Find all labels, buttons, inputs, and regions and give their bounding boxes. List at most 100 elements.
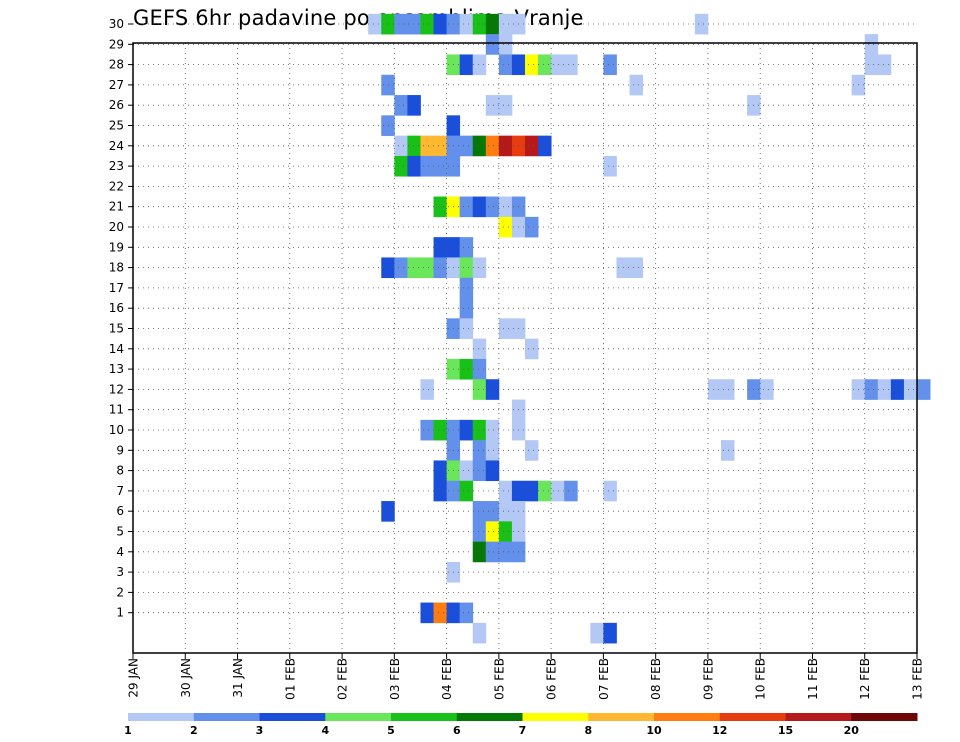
y-tick-label: 20 [109,220,124,234]
x-tick-label: 31 JAN [231,658,245,698]
heatmap-cell [538,135,552,157]
heatmap-cell [459,419,474,441]
colorbar-label: 7 [519,724,527,737]
heatmap-cell [472,54,487,76]
heatmap-cell [603,54,617,76]
heatmap-cell [485,419,500,441]
heatmap-cell [459,358,474,380]
heatmap-cell [407,257,421,279]
colorbar-swatch [851,713,918,721]
heatmap-cell [498,480,513,502]
heatmap-cell [721,440,735,461]
y-tick-label: 16 [109,301,124,315]
colorbar-label: 8 [584,724,592,737]
heatmap-cell [459,298,474,319]
y-tick-label: 7 [116,484,124,498]
colorbar-swatch [325,713,392,721]
colorbar-swatch [456,713,523,721]
heatmap-cell [394,13,408,35]
heatmap-cell [368,13,382,35]
heatmap-cell [629,74,643,96]
y-tick-label: 1 [116,606,124,620]
colorbar-label: 6 [453,724,461,737]
heatmap-cell [864,54,879,76]
heatmap-cell [498,541,513,563]
heatmap-cell [485,13,500,35]
y-tick-label: 26 [109,98,124,112]
heatmap-cell [485,541,500,563]
colorbar-swatch [654,713,721,721]
heatmap-cell [551,480,565,502]
x-tick-label: 09 FEB [701,658,715,700]
y-tick-label: 3 [116,565,124,579]
colorbar-label: 2 [190,724,198,737]
x-tick-label: 04 FEB [440,658,454,700]
heatmap-cell [433,155,447,177]
heatmap-cell [472,501,487,522]
heatmap-cell [603,622,617,644]
y-tick-label: 24 [109,139,124,153]
heatmap-cell [760,379,774,400]
heatmap-cell [433,460,447,482]
heatmap-cell [394,95,408,116]
heatmap-cell [903,379,918,400]
x-tick-label: 07 FEB [597,658,611,700]
heatmap-cell [525,338,539,360]
colorbar-label: 15 [778,724,793,737]
heatmap-cell [472,460,487,482]
heatmap-cell [485,501,500,522]
heatmap-cell [525,440,539,461]
heatmap-cell [498,501,513,522]
colorbar-label: 5 [387,724,395,737]
y-tick-label: 17 [109,281,124,295]
y-tick-label: 30 [109,17,124,31]
heatmap-cell [407,95,421,116]
heatmap-cell [472,419,487,441]
y-tick-label: 6 [116,504,124,518]
heatmap-cell [420,257,434,279]
heatmap-cell [459,318,474,339]
y-tick-label: 22 [109,179,124,193]
heatmap-cell [420,602,434,624]
colorbar-swatch [193,713,260,721]
colorbar-swatch [588,713,655,721]
heatmap-cell [877,54,892,76]
y-tick-label: 14 [109,342,124,356]
colorbar-swatch [785,713,852,721]
y-tick-label: 29 [109,37,124,51]
heatmap-cell [864,379,879,400]
x-tick-label: 02 FEB [336,658,350,700]
heatmap-cell [459,602,474,624]
heatmap-cell [525,54,539,76]
heatmap-cell [472,622,487,644]
heatmap-cell [472,541,487,563]
heatmap-cell [459,13,474,35]
heatmap-cell [459,460,474,482]
y-tick-label: 23 [109,159,124,173]
heatmap-cell [864,34,879,55]
x-tick-label: 12 FEB [858,658,872,700]
heatmap-cell [472,338,487,360]
heatmap-cell [433,480,447,502]
x-tick-label: 29 JAN [127,658,141,698]
heatmap-cell [485,34,500,55]
heatmap-cell [459,135,474,157]
y-tick-label: 15 [109,322,124,336]
heatmap-cell [564,480,578,502]
heatmap-cells [368,13,931,644]
heatmap-cell [472,440,487,461]
y-tick-label: 19 [109,240,124,254]
heatmap-cell [472,358,487,380]
heatmap-cell [485,379,500,400]
heatmap-cell [472,257,487,279]
heatmap-cell [525,216,539,238]
heatmap-cell [472,13,487,35]
y-tick-label: 27 [109,78,124,92]
heatmap-cell [590,622,604,644]
heatmap-cell [890,379,905,400]
heatmap-cell [498,135,513,157]
heatmap-cell [707,379,722,400]
heatmap-cell [538,480,552,502]
x-tick-label: 03 FEB [388,658,402,700]
heatmap-cell [433,135,447,157]
